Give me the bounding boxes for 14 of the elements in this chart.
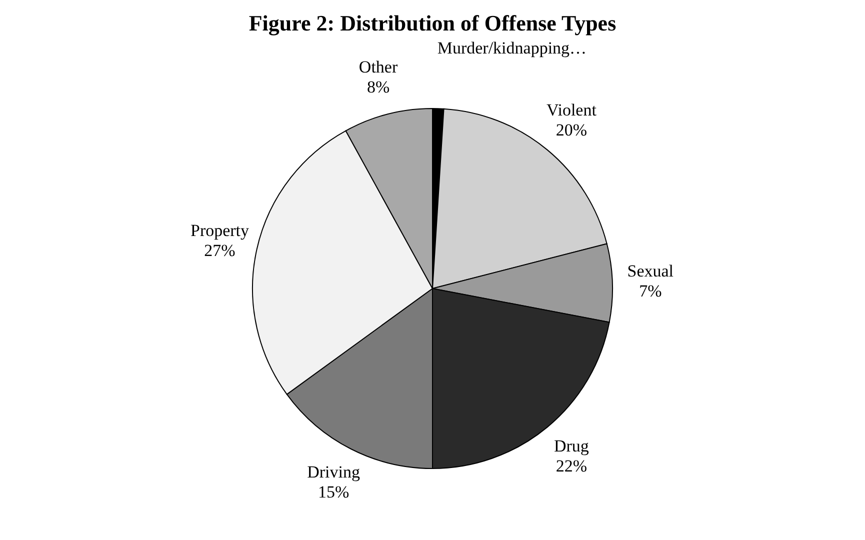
data-label: 27% xyxy=(204,240,236,260)
slice-label: Driving xyxy=(307,462,360,482)
slice-label: Drug xyxy=(554,436,590,456)
data-label: 22% xyxy=(556,456,588,476)
slice-label: Property xyxy=(190,220,250,240)
data-label: 20% xyxy=(556,120,588,140)
data-label: 7% xyxy=(639,282,662,301)
slice-label: Violent xyxy=(546,100,597,120)
slice-label: Sexual xyxy=(627,262,674,281)
data-label: 8% xyxy=(366,77,390,96)
slice-label: Other xyxy=(358,57,398,76)
data-label: 15% xyxy=(318,482,350,502)
slice-label: Murder/kidnapping… xyxy=(437,38,587,58)
chart-title: Figure 2: Distribution of Offense Types xyxy=(248,10,617,36)
